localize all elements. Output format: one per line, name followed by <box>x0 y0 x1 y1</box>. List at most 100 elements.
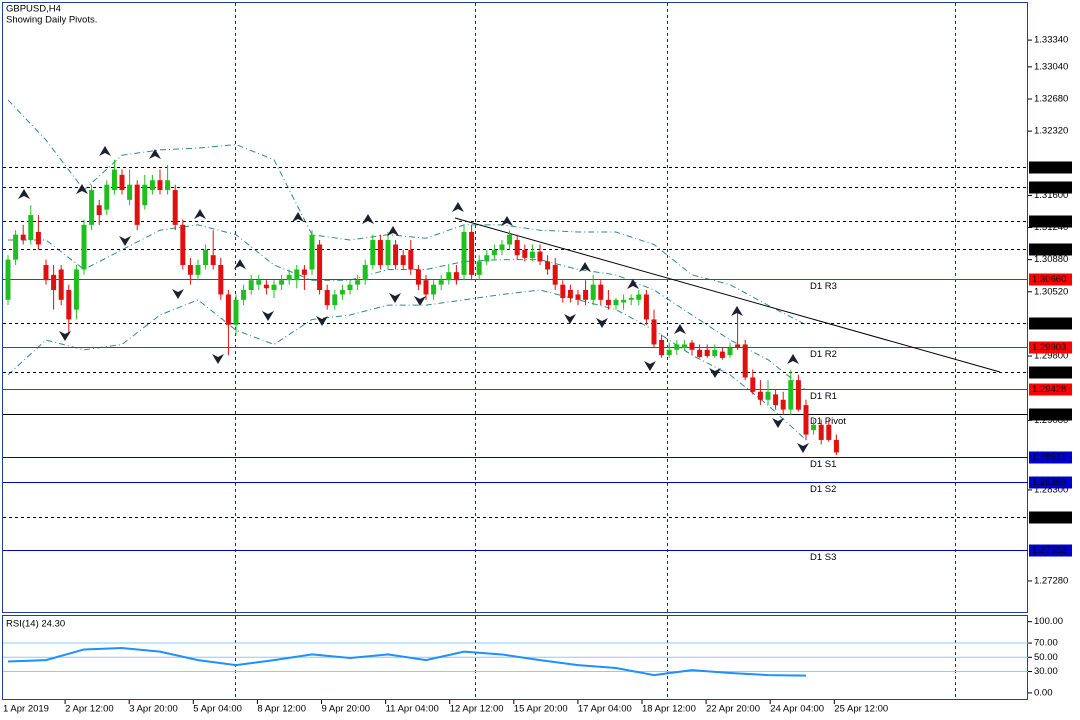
candle-body <box>643 294 649 320</box>
candle-body <box>35 231 41 245</box>
level-price-label: 1.29146 <box>1032 409 1066 420</box>
level-price-label: 1.29903 <box>1032 342 1066 353</box>
candle-body <box>719 351 725 358</box>
fractal-down <box>772 418 784 428</box>
x-tick-label: 11 Apr 04:00 <box>386 704 439 715</box>
x-tick-label: 18 Apr 12:00 <box>642 704 696 715</box>
candle-body <box>757 391 763 400</box>
level-price-box <box>1029 215 1072 228</box>
candle-body <box>833 439 839 453</box>
candle-body <box>712 349 718 357</box>
candle-body <box>256 280 262 285</box>
candle-body <box>438 280 444 285</box>
candle-body <box>58 269 64 300</box>
candle-body <box>347 284 353 291</box>
rsi-line <box>7 647 807 677</box>
fractal-up <box>731 306 743 316</box>
candle-body <box>780 399 786 410</box>
level-price-box <box>1029 317 1072 330</box>
candle-body <box>165 180 171 191</box>
candle-body <box>765 391 771 400</box>
fractal-up <box>627 279 639 289</box>
candle-body <box>339 290 345 295</box>
candle-body <box>362 265 368 281</box>
y-tick-label: 1.30520 <box>1034 286 1068 297</box>
x-tick-label: 1 Apr 2019 <box>3 704 49 715</box>
fractal-down <box>564 314 576 324</box>
candle-body <box>279 280 285 285</box>
candle-body <box>233 299 239 325</box>
y-tick-label: 1.32680 <box>1034 94 1068 105</box>
candle-body <box>750 377 756 392</box>
candle-body <box>13 234 19 260</box>
candle-body <box>20 234 26 241</box>
fractal-up <box>787 354 799 364</box>
fractal-down <box>119 236 131 246</box>
level-name: D1 R3 <box>810 281 837 292</box>
candle-body <box>172 190 178 225</box>
level-price-label: 1.31689 <box>1032 182 1066 193</box>
y-tick-label: 1.29800 <box>1034 351 1068 362</box>
y-tick-label: 50.00 <box>1034 652 1058 663</box>
x-tick-label: 5 Apr 04:00 <box>193 704 242 715</box>
candle-body <box>355 280 361 285</box>
level-price-box <box>1029 476 1072 489</box>
level-price-box <box>1029 181 1072 194</box>
candle-body <box>81 224 87 270</box>
candle-body <box>225 294 231 325</box>
fractal-down <box>316 316 328 326</box>
candle-body <box>795 380 801 410</box>
rsi-title: RSI(14) 24.30 <box>6 619 65 630</box>
candle-body <box>567 290 573 299</box>
level-name: D1 Pivot <box>810 416 846 427</box>
candle-body <box>529 251 535 258</box>
x-tick-label: 3 Apr 20:00 <box>129 704 178 715</box>
candle-body <box>484 255 490 262</box>
candle-body <box>613 299 619 306</box>
candle-body <box>818 424 824 440</box>
candle-body <box>674 344 680 350</box>
level-price-label: 1.30660 <box>1032 274 1066 285</box>
candle-body <box>590 284 596 300</box>
level-price-label: 1.28671 <box>1032 452 1066 463</box>
level-price-box <box>1029 451 1072 464</box>
level-price-label: 1.31917 <box>1032 162 1066 173</box>
main-frame <box>2 2 1028 613</box>
candle-body <box>187 265 193 275</box>
candle-body <box>309 234 315 270</box>
y-tick-label: 1.32320 <box>1034 126 1068 137</box>
fractal-down <box>596 318 608 328</box>
fractal-down <box>172 289 184 299</box>
x-tick-label: 25 Apr 12:00 <box>834 704 888 715</box>
level-price-box <box>1029 341 1072 354</box>
candle-body <box>294 269 300 281</box>
x-tick-label: 17 Apr 04:00 <box>578 704 632 715</box>
candle-body <box>697 349 703 357</box>
candle-body <box>605 299 611 306</box>
candle-body <box>507 234 513 245</box>
candle-body <box>659 339 665 356</box>
level-name: D1 S2 <box>810 484 836 495</box>
candle-body <box>583 290 589 300</box>
candle-body <box>826 424 832 440</box>
candle-body <box>560 284 566 299</box>
level-price-label: 1.29428 <box>1032 384 1066 395</box>
candle-body <box>119 174 125 191</box>
candle-body <box>96 205 102 216</box>
y-tick-label: 0.00 <box>1034 687 1053 698</box>
candle-body <box>370 240 376 266</box>
level-price-box <box>1029 243 1072 256</box>
candle-body <box>324 290 330 306</box>
fractal-down <box>644 361 656 371</box>
y-tick-label: 1.31600 <box>1034 190 1068 201</box>
candle-body <box>66 290 72 320</box>
candle-body <box>408 249 414 270</box>
candle-body <box>651 319 657 345</box>
candle-body <box>621 299 627 303</box>
level-price-label: 1.27999 <box>1032 512 1066 523</box>
candle-body <box>476 261 482 275</box>
fractal-up <box>292 212 304 222</box>
fractal-up <box>579 262 591 272</box>
level-price-box <box>1029 273 1072 286</box>
